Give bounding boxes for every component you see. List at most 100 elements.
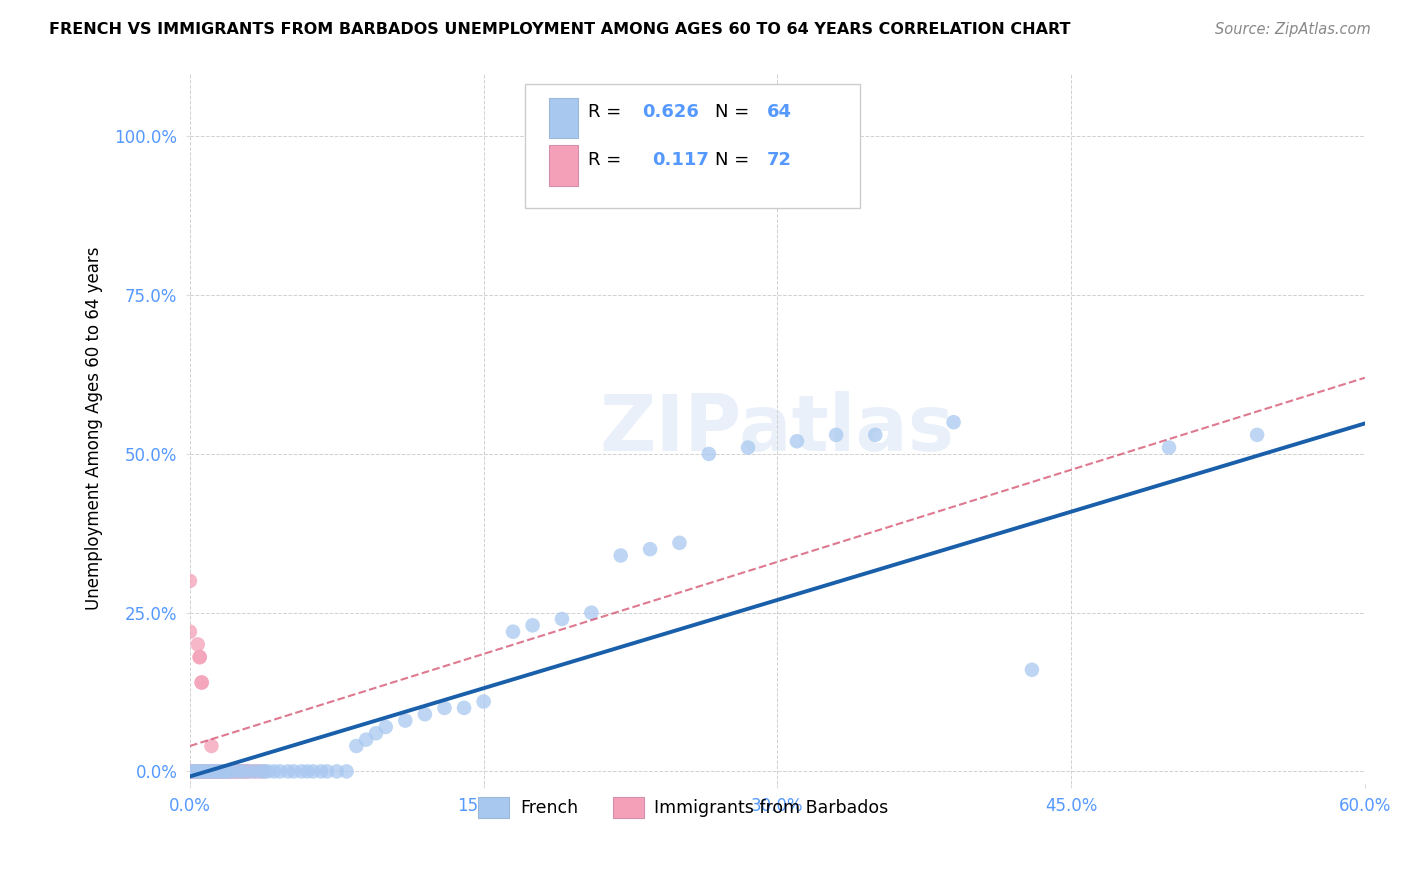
Point (214, 764, 236, 779)
Point (193, 764, 215, 779)
Point (786, 434, 808, 449)
Point (1246, 428, 1268, 442)
Point (188, 650, 211, 665)
Text: 72: 72 (766, 151, 792, 169)
Point (194, 764, 217, 779)
Point (413, 707, 436, 722)
Point (193, 764, 215, 779)
Point (180, 764, 202, 779)
Point (502, 624, 524, 639)
Point (202, 764, 225, 779)
Point (697, 447, 720, 461)
Point (218, 764, 240, 779)
Point (190, 764, 212, 779)
Point (638, 542, 661, 557)
Text: Source: ZipAtlas.com: Source: ZipAtlas.com (1215, 22, 1371, 37)
Point (200, 764, 222, 779)
Text: ZIPatlas: ZIPatlas (600, 391, 955, 467)
Point (218, 764, 240, 779)
Text: 64: 64 (766, 103, 792, 121)
Point (283, 764, 305, 779)
Text: 0.117: 0.117 (651, 151, 709, 169)
Point (179, 764, 201, 779)
Point (290, 764, 312, 779)
Point (228, 764, 250, 779)
Point (242, 764, 264, 779)
Point (194, 764, 217, 779)
Point (229, 764, 252, 779)
Point (190, 764, 212, 779)
Text: R =: R = (588, 151, 633, 169)
Point (217, 764, 239, 779)
Point (183, 764, 205, 779)
Text: N =: N = (716, 103, 755, 121)
Point (179, 574, 201, 588)
Point (184, 764, 207, 779)
Legend: French, Immigrants from Barbados: French, Immigrants from Barbados (471, 790, 896, 825)
Point (198, 764, 221, 779)
Point (184, 764, 207, 779)
Point (551, 612, 574, 626)
Point (204, 764, 226, 779)
Point (193, 764, 215, 779)
Point (187, 764, 209, 779)
Point (207, 764, 229, 779)
Point (198, 764, 221, 779)
Point (218, 764, 240, 779)
FancyBboxPatch shape (524, 84, 859, 208)
Point (209, 764, 232, 779)
Point (253, 764, 276, 779)
Point (228, 764, 250, 779)
Point (207, 764, 229, 779)
Point (187, 764, 209, 779)
Point (1157, 441, 1180, 455)
Point (200, 764, 222, 779)
Point (235, 764, 257, 779)
Point (249, 764, 271, 779)
Point (249, 764, 271, 779)
Point (225, 764, 247, 779)
Point (187, 764, 209, 779)
Point (183, 764, 205, 779)
Point (433, 701, 456, 715)
Point (277, 764, 299, 779)
Point (219, 764, 242, 779)
Point (197, 764, 219, 779)
Point (194, 764, 217, 779)
Point (581, 606, 603, 620)
Point (180, 764, 202, 779)
Point (245, 764, 267, 779)
Point (208, 764, 231, 779)
Point (188, 764, 211, 779)
Point (198, 764, 221, 779)
Point (208, 764, 231, 779)
Point (233, 764, 256, 779)
Point (207, 764, 229, 779)
Point (222, 764, 245, 779)
Point (269, 764, 291, 779)
Point (179, 624, 201, 639)
Point (309, 764, 332, 779)
Point (209, 764, 232, 779)
FancyBboxPatch shape (550, 145, 578, 186)
Point (187, 637, 209, 651)
Text: R =: R = (588, 103, 627, 121)
Point (202, 764, 225, 779)
Point (238, 764, 260, 779)
Point (737, 441, 759, 455)
Point (183, 764, 205, 779)
Point (374, 720, 396, 734)
Point (184, 764, 207, 779)
Point (214, 764, 236, 779)
Point (183, 764, 205, 779)
Point (188, 764, 211, 779)
Point (194, 764, 217, 779)
Point (297, 764, 319, 779)
Point (263, 764, 285, 779)
Point (217, 764, 239, 779)
Point (942, 415, 965, 429)
Point (190, 675, 212, 690)
Point (197, 764, 219, 779)
Point (212, 764, 235, 779)
Point (1021, 663, 1043, 677)
